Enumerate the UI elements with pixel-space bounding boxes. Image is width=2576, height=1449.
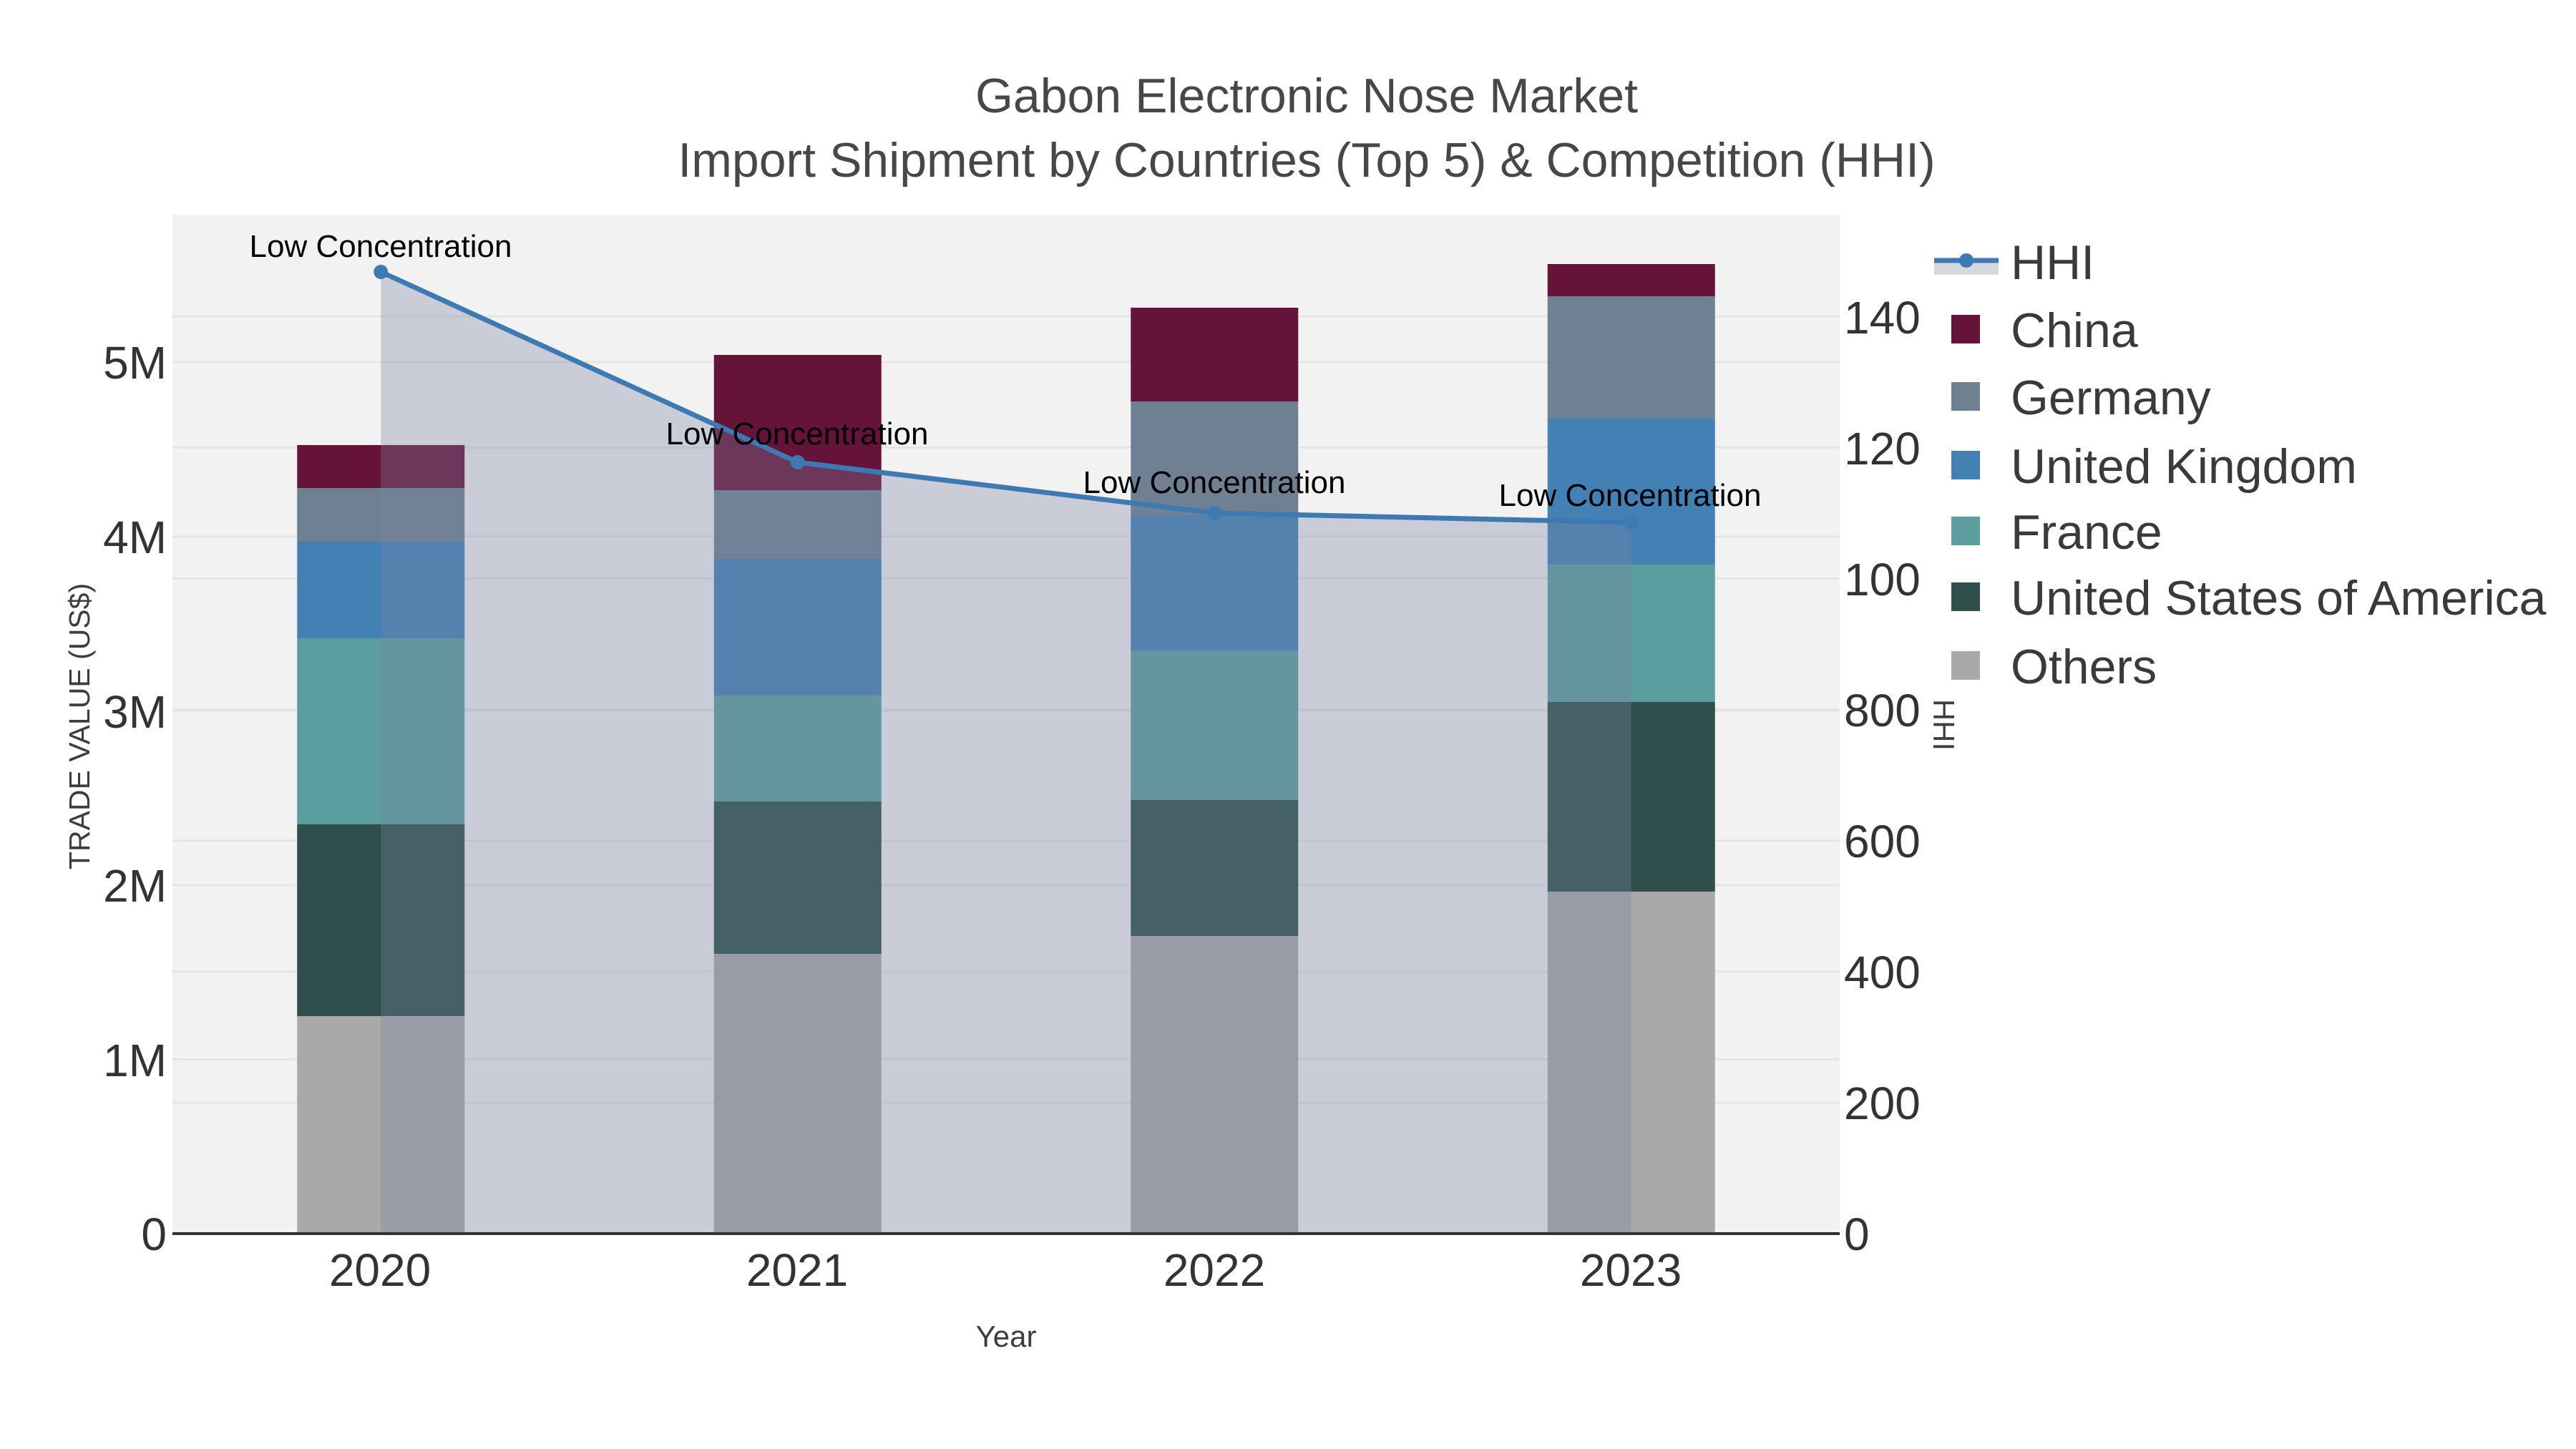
svg-text:1M: 1M [103,1035,167,1086]
svg-text:2022: 2022 [1163,1244,1265,1296]
svg-text:China: China [2011,303,2138,358]
svg-text:2023: 2023 [1580,1244,1682,1296]
svg-text:3M: 3M [103,686,167,738]
svg-text:Germany: Germany [2011,371,2211,425]
svg-text:HHI: HHI [2011,235,2094,290]
svg-text:France: France [2011,505,2162,560]
svg-text:Low Concentration: Low Concentration [1083,465,1346,500]
svg-text:Year: Year [976,1319,1037,1353]
svg-text:Others: Others [2011,640,2157,694]
svg-text:4M: 4M [103,512,167,563]
svg-text:United States of America: United States of America [2011,571,2547,625]
svg-text:Low Concentration: Low Concentration [666,416,929,452]
svg-text:Gabon Electronic Nose Market: Gabon Electronic Nose Market [975,69,1638,123]
svg-text:400: 400 [1844,947,1921,998]
svg-text:5M: 5M [103,337,167,389]
svg-text:2M: 2M [103,860,167,912]
svg-text:TRADE VALUE (US$): TRADE VALUE (US$) [63,583,96,869]
svg-text:0: 0 [141,1209,167,1260]
svg-text:Low Concentration: Low Concentration [250,229,512,264]
svg-text:200: 200 [1844,1078,1921,1129]
svg-text:United Kingdom: United Kingdom [2011,439,2357,494]
svg-text:HHI: HHI [1927,699,1961,751]
svg-text:120: 120 [1844,423,1921,474]
svg-text:2020: 2020 [329,1244,431,1296]
svg-text:800: 800 [1844,685,1921,736]
svg-text:0: 0 [1844,1209,1870,1260]
svg-text:Import Shipment by Countries (: Import Shipment by Countries (Top 5) & C… [678,133,1935,187]
svg-text:Low Concentration: Low Concentration [1499,478,1762,513]
svg-text:2021: 2021 [746,1244,848,1296]
svg-text:600: 600 [1844,816,1921,867]
svg-text:100: 100 [1844,554,1921,605]
svg-text:140: 140 [1844,292,1921,343]
